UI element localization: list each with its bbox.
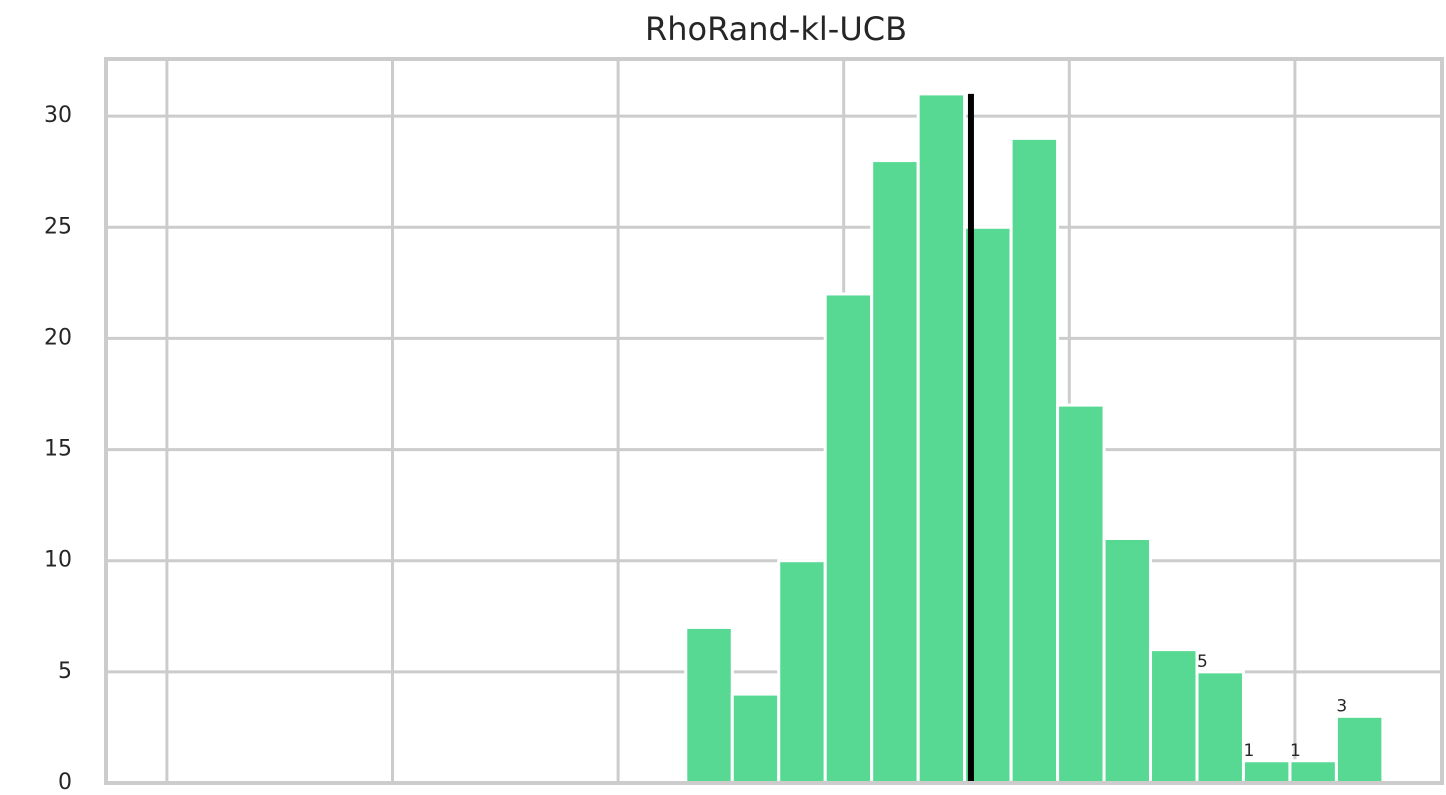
y-tick-label: 30: [44, 103, 72, 128]
data-label: 1: [1290, 741, 1301, 761]
bar: [730, 692, 781, 785]
bar: [777, 559, 827, 785]
bar: [1288, 759, 1338, 785]
y-tick-label: 15: [44, 437, 72, 462]
y-tick-label: 25: [44, 214, 72, 239]
bar: [684, 625, 734, 785]
bar: [1056, 403, 1106, 785]
bar: [870, 159, 920, 785]
plot-frame: [104, 57, 1444, 785]
bar: [1195, 670, 1245, 785]
bar: [1334, 714, 1385, 785]
bar: [1009, 136, 1060, 785]
data-label: 1: [1243, 741, 1254, 761]
bar: [916, 92, 967, 785]
data-label: 3: [1336, 696, 1347, 716]
bar: [1149, 648, 1199, 785]
bar: [823, 292, 874, 785]
y-tick-label: 5: [58, 659, 72, 684]
y-tick-label: 20: [44, 325, 72, 350]
bar: [1102, 536, 1153, 785]
bar: [1241, 759, 1292, 785]
y-tick-label: 10: [44, 548, 72, 573]
chart-title: RhoRand-kl-UCB: [645, 10, 907, 48]
data-label: 5: [1197, 652, 1208, 672]
y-tick-label: 0: [58, 770, 72, 795]
